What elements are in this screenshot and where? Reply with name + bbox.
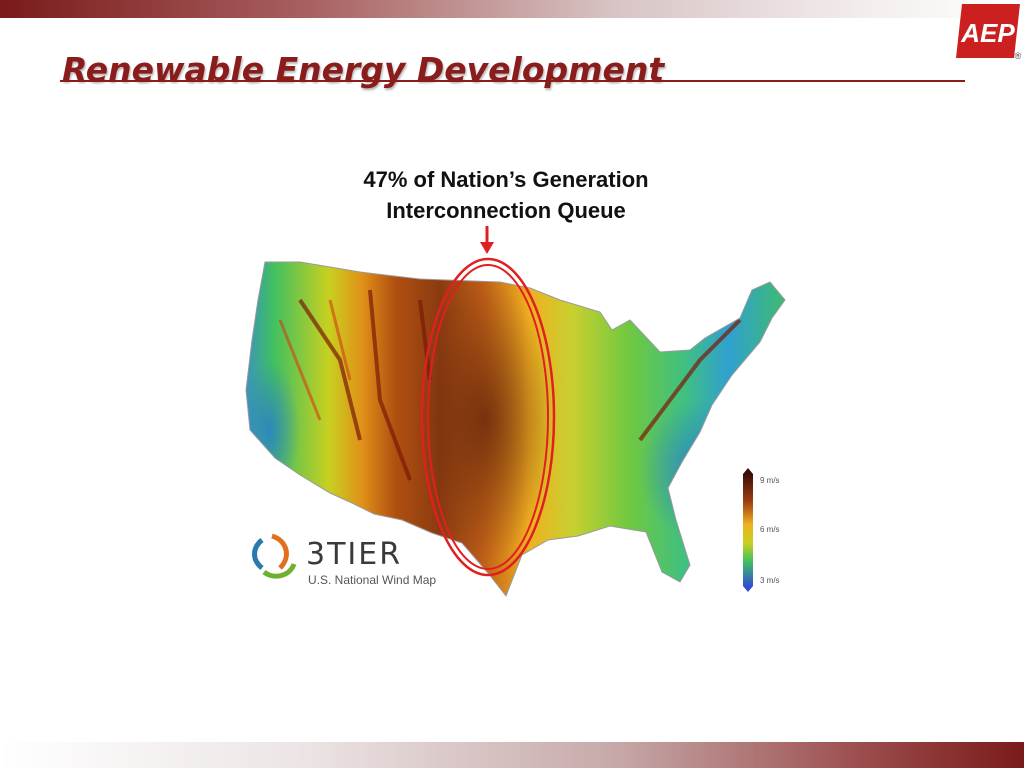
registered-mark: ® xyxy=(1015,51,1022,61)
legend-label-low: 3 m/s xyxy=(760,576,780,585)
queue-callout: 47% of Nation’s Generation Interconnecti… xyxy=(300,164,712,226)
svg-text:AEP: AEP xyxy=(960,18,1015,48)
legend-label-mid: 6 m/s xyxy=(760,525,780,534)
callout-line-1: 47% of Nation’s Generation xyxy=(363,167,649,192)
threetier-logo-icon xyxy=(252,533,297,579)
highlight-ellipse-outer xyxy=(420,257,556,577)
highlight-ellipse-inner xyxy=(427,264,549,570)
title-underline xyxy=(60,80,965,82)
wind-speed-legend-bar xyxy=(743,474,753,586)
bottom-gradient-bar xyxy=(0,742,1024,768)
top-gradient-bar xyxy=(0,0,1024,18)
threetier-brand-name: 3TIER xyxy=(306,537,403,572)
us-outline xyxy=(245,261,786,597)
slide-title: Renewable Energy Development xyxy=(62,50,665,89)
callout-arrow-head xyxy=(480,242,494,254)
aep-logo: AEP ® xyxy=(956,4,1022,61)
wind-map-subtitle: U.S. National Wind Map xyxy=(308,573,437,587)
legend-label-high: 9 m/s xyxy=(760,476,780,485)
callout-line-2: Interconnection Queue xyxy=(386,198,626,223)
